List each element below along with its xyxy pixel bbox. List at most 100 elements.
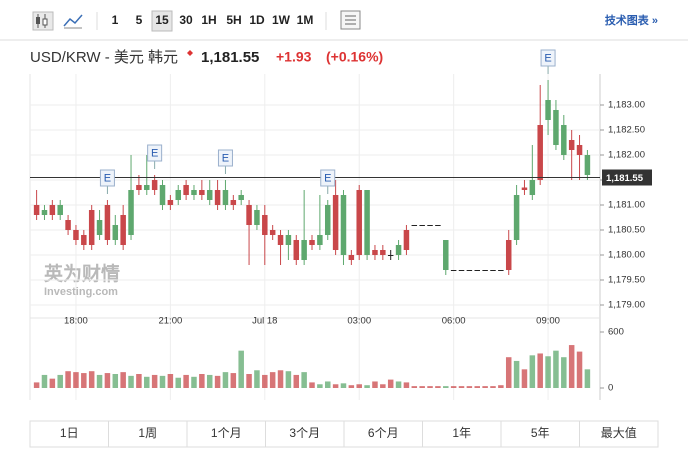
volume-bar [435,386,441,388]
volume-bar [411,386,418,388]
y-tick-label: 1,179.50 [608,275,645,286]
candle-body [521,187,528,190]
volume-bar [73,372,79,388]
candle-body [65,220,71,230]
volume-tick-label: 600 [608,327,624,338]
candle-body [340,195,347,255]
volume-bar [151,374,158,388]
range-button[interactable]: 5年 [531,426,550,440]
range-button[interactable]: 最大值 [601,425,637,440]
candle-body [450,270,457,271]
candle-body [403,230,410,250]
tech-chart-link[interactable]: 技术图表 » [605,13,658,27]
interval-button[interactable]: 1M [297,13,314,27]
candle-body [269,230,276,235]
event-flag[interactable] [217,149,233,167]
candle-body [466,270,473,271]
volume-bar [576,351,583,388]
volume-bar [222,372,229,388]
candle-body [159,185,166,205]
volume-bar [191,376,197,388]
indicator-icon[interactable] [340,10,361,30]
interval-button[interactable]: 5 [136,13,143,27]
volume-tick-label: 0 [608,383,613,394]
volume-bar [553,350,559,388]
event-flag[interactable] [540,49,556,67]
line-icon[interactable] [63,14,83,27]
candle-body [206,190,213,200]
event-flag[interactable] [320,169,336,187]
volume-bar [474,386,481,388]
candle-icon[interactable] [32,11,54,31]
range-button[interactable]: 6个月 [368,426,399,440]
candle-body [214,190,221,205]
volume-bar [183,374,189,388]
volume-bar [65,371,71,388]
candle-body [529,180,536,195]
interval-button[interactable]: 5H [226,13,241,27]
candle-body [246,205,252,225]
candle-body [238,195,244,200]
candle-body [498,270,504,271]
event-flag[interactable] [147,144,163,162]
interval-button[interactable]: 15 [155,13,169,27]
volume-bar [262,374,268,388]
volume-bar [41,374,48,388]
volume-bar [513,360,520,388]
volume-bar [317,384,323,388]
candle-body [490,270,496,271]
range-button[interactable]: 1周 [138,426,157,440]
interval-button[interactable]: 1 [112,13,119,27]
candle-body [191,190,197,195]
event-label: E [544,52,551,64]
volume-bar [136,374,142,388]
range-button[interactable]: 3个月 [289,426,320,440]
candle-body [309,240,315,245]
volume-bar [356,384,362,388]
interval-button[interactable]: 1W [272,13,291,27]
volume-bar [568,345,575,388]
interval-button[interactable]: 1H [201,13,216,27]
volume-bar [33,382,40,388]
volume-bar [128,375,134,388]
y-tick-label: 1,182.00 [608,150,645,161]
volume-bar [144,376,150,388]
candle-body [262,215,268,235]
icon-body [36,17,40,24]
candle-body [128,190,134,235]
event-label: E [324,172,331,184]
candle-body [41,210,48,215]
candle-body [222,190,229,205]
candle-body [411,225,418,226]
candle-body [568,140,575,150]
candle-body [144,185,150,190]
x-tick-label: 21:00 [158,316,182,327]
range-button[interactable]: 1年 [452,426,471,440]
volume-bar [57,374,63,388]
candle-body [332,195,339,250]
volume-bar [285,371,292,388]
volume-bar [230,373,237,388]
event-flag[interactable] [99,169,115,187]
candle-body [167,200,174,205]
volume-bar [269,372,276,388]
price-marker [187,50,193,56]
interval-selected [151,10,173,32]
candle-body [458,270,465,271]
volume-bar [277,370,284,388]
candle-body [112,225,119,240]
candle-body [33,205,40,215]
interval-button[interactable]: 30 [179,13,193,27]
range-button[interactable]: 1个月 [211,426,242,440]
candle-body [348,255,355,260]
volume-bar [395,381,402,388]
candle-body [482,270,488,271]
volume-bar [348,385,355,388]
candle-body [443,240,449,270]
interval-button[interactable]: 1D [249,13,265,27]
range-button[interactable]: 1日 [60,426,79,440]
x-tick-label: 18:00 [64,316,88,327]
candle-body [277,235,284,245]
x-tick-label: 06:00 [442,316,466,327]
volume-bar [505,357,512,388]
